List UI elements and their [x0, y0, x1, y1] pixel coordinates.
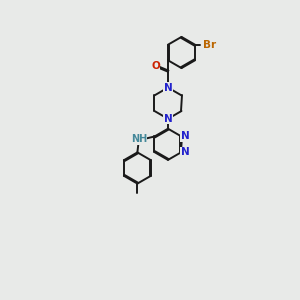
Text: Br: Br [202, 40, 216, 50]
Text: O: O [151, 61, 160, 71]
Text: N: N [164, 82, 172, 93]
Text: NH: NH [131, 134, 147, 145]
Text: N: N [164, 114, 172, 124]
Text: N: N [181, 147, 190, 157]
Text: N: N [181, 131, 190, 142]
